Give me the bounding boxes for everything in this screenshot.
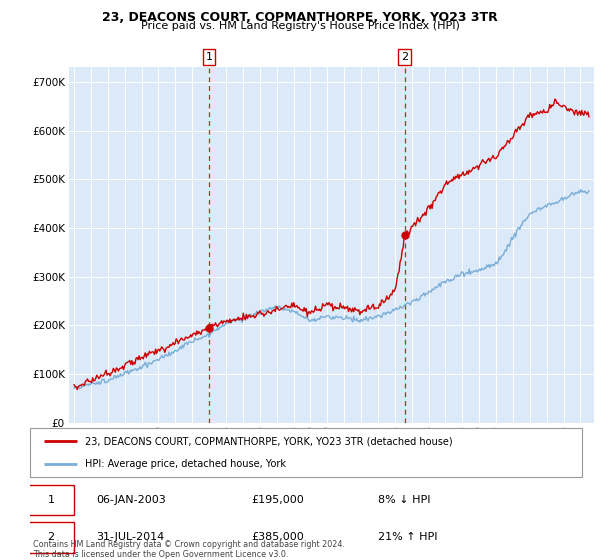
- Text: £385,000: £385,000: [251, 532, 304, 542]
- FancyBboxPatch shape: [27, 484, 74, 515]
- Text: £195,000: £195,000: [251, 495, 304, 505]
- FancyBboxPatch shape: [27, 522, 74, 553]
- Text: 2: 2: [401, 52, 408, 62]
- Text: 1: 1: [206, 52, 212, 62]
- Text: 06-JAN-2003: 06-JAN-2003: [96, 495, 166, 505]
- FancyBboxPatch shape: [30, 428, 582, 477]
- Text: 23, DEACONS COURT, COPMANTHORPE, YORK, YO23 3TR: 23, DEACONS COURT, COPMANTHORPE, YORK, Y…: [102, 11, 498, 24]
- Text: Contains HM Land Registry data © Crown copyright and database right 2024.
This d: Contains HM Land Registry data © Crown c…: [33, 540, 345, 559]
- Text: 1: 1: [47, 495, 55, 505]
- Text: 8% ↓ HPI: 8% ↓ HPI: [378, 495, 430, 505]
- Text: 21% ↑ HPI: 21% ↑ HPI: [378, 532, 437, 542]
- Text: Price paid vs. HM Land Registry's House Price Index (HPI): Price paid vs. HM Land Registry's House …: [140, 21, 460, 31]
- Text: 2: 2: [47, 532, 55, 542]
- Text: 31-JUL-2014: 31-JUL-2014: [96, 532, 164, 542]
- Text: HPI: Average price, detached house, York: HPI: Average price, detached house, York: [85, 459, 286, 469]
- Text: 23, DEACONS COURT, COPMANTHORPE, YORK, YO23 3TR (detached house): 23, DEACONS COURT, COPMANTHORPE, YORK, Y…: [85, 436, 453, 446]
